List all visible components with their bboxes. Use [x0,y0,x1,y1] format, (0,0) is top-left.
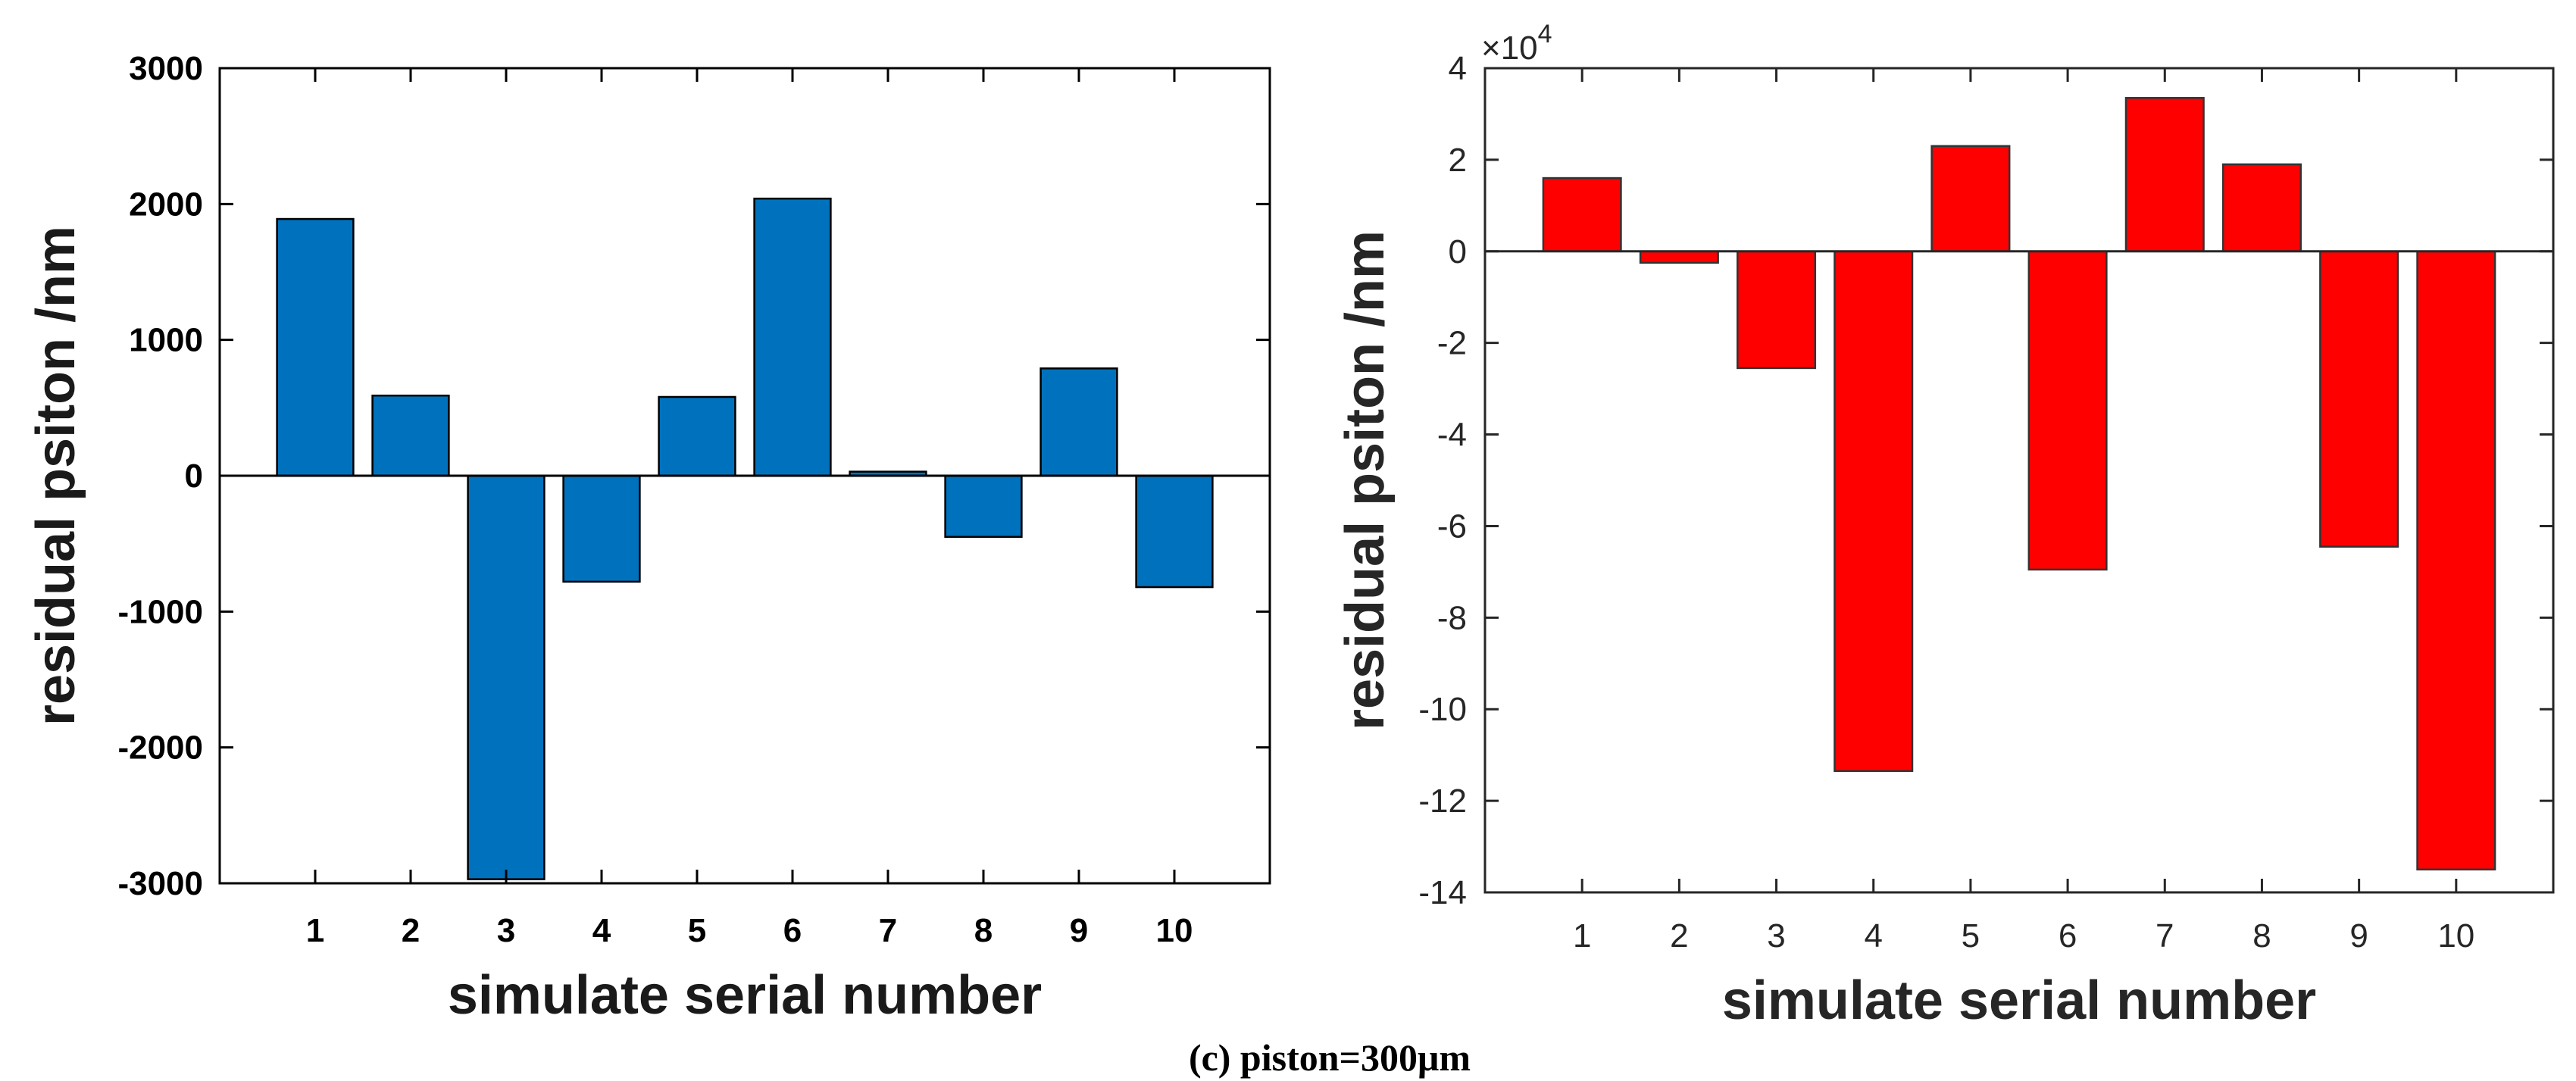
left-ytick-label: 1000 [129,322,203,359]
right-scale-factor: ×104 [1481,20,1552,67]
left-bar-9 [1039,367,1118,477]
left-xtick-label: 5 [688,912,706,949]
left-bars [276,197,1214,880]
left-xtick-label: 1 [306,912,324,949]
right-xtick-label: 10 [2437,917,2474,954]
left-bar-4 [562,474,641,583]
right-ytick-label: -2 [1437,325,1467,362]
right-ytick-label: -8 [1437,599,1467,636]
right-xtick-label: 6 [2059,917,2077,954]
left-xtick-label: 6 [783,912,802,949]
left-xtick-label: 4 [592,912,611,949]
left-ytick-label: -2000 [117,730,203,767]
right-scale-base: ×10 [1481,30,1538,67]
left-bar-2 [371,394,450,477]
right-y-axis-title: residual psiton /nm [1335,230,1396,730]
right-bar-1 [1542,177,1622,253]
left-bar-10 [1135,474,1214,589]
chart-right: 420-2-4-6-8-10-12-14 1 2 3 4 5 6 7 8 9 10 ×104 re… [1335,20,2555,1031]
right-xtick-label: 8 [2252,917,2271,954]
left-ytick-label: -1000 [117,593,203,630]
left-ytick-label: 2000 [129,186,203,223]
left-xtick-label: 9 [1070,912,1088,949]
right-ytick-label: -12 [1418,783,1467,820]
left-ytick-label: -3000 [117,865,203,902]
right-y-ticks: 4 2 0 -2 -4 -6 -8 -10 -12 -14 [1418,50,2553,911]
left-xtick-label: 8 [974,912,993,949]
right-xtick-label: 1 [1573,917,1591,954]
left-y-axis-title: residual psiton /nm [26,226,86,726]
right-scale-exponent: 4 [1538,20,1552,48]
left-bar-6 [753,197,832,477]
right-plot-frame [1483,67,2555,894]
right-x-axis-title: simulate serial number [1722,970,2316,1031]
left-ytick-label: 0 [185,458,203,495]
right-bars [1542,97,2496,871]
right-bar-10 [2416,250,2496,871]
right-bar-7 [2124,97,2205,253]
right-xtick-label: 2 [1670,917,1688,954]
right-bar-4 [1834,250,1914,773]
right-bar-2 [1639,250,1719,264]
right-xtick-label: 3 [1767,917,1785,954]
left-xtick-label: 7 [879,912,897,949]
left-x-axis-title: simulate serial number [448,965,1042,1026]
right-bar-9 [2319,250,2399,548]
right-ytick-label: -10 [1418,691,1467,728]
left-bar-3 [467,474,546,880]
right-bar-3 [1737,250,1817,370]
right-xtick-label: 5 [1962,917,1980,954]
right-ytick-label: -6 [1437,508,1467,545]
left-ytick-label: 3000 [129,50,203,87]
right-xtick-label: 4 [1864,917,1882,954]
left-bar-1 [276,217,355,477]
left-xtick-label: 2 [402,912,420,949]
left-y-ticks: 3000 2000 1000 0 -1000 -2000 -3000 [117,50,1270,902]
right-bar-6 [2027,250,2108,571]
left-xtick-label: 3 [497,912,515,949]
right-bar-5 [1930,145,2011,253]
right-bar-8 [2221,163,2302,253]
right-ytick-label: 2 [1449,142,1467,179]
right-ytick-label: 0 [1449,233,1467,270]
right-xtick-label: 7 [2156,917,2174,954]
left-bar-5 [658,395,736,477]
right-ytick-label: 4 [1449,50,1467,87]
right-ytick-label: -4 [1437,417,1467,454]
left-bar-8 [944,474,1023,538]
figure-caption: (c) piston=300μm [1189,1036,1471,1079]
right-xtick-label: 9 [2349,917,2368,954]
left-x-ticks: 1 2 3 4 5 6 7 8 9 10 [306,68,1193,949]
right-x-ticks: 1 2 3 4 5 6 7 8 9 10 [1573,68,2474,954]
chart-left: 3000 2000 1000 0 -1000 -2000 -3000 1 2 3 4 5 6 7 8 9 10… [26,50,1271,1026]
left-xtick-label: 10 [1156,912,1193,949]
right-ytick-label: -14 [1418,874,1467,911]
